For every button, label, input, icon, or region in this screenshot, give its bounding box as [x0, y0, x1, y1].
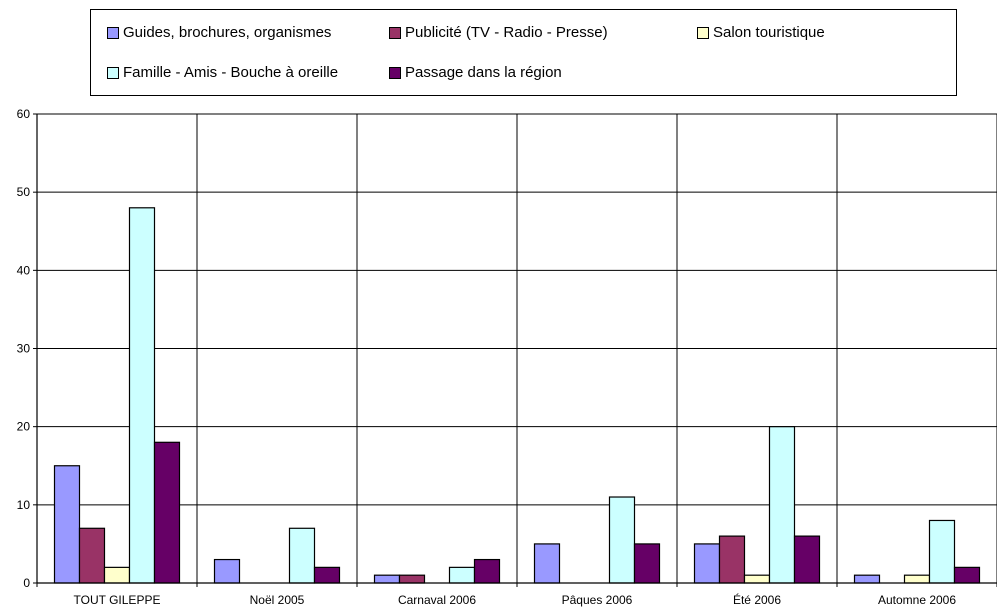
- bar-4-5: [953, 566, 981, 584]
- x-tick-label: Été 2006: [733, 592, 781, 607]
- y-tick-label: 0: [23, 576, 30, 590]
- legend-swatch-guides: [107, 26, 119, 39]
- bar-3-1: [288, 527, 316, 584]
- x-tick-label: Pâques 2006: [562, 593, 633, 607]
- legend-item-guides: Guides, brochures, organismes: [107, 24, 331, 41]
- legend-label-famille: Famille - Amis - Bouche à oreille: [123, 64, 339, 81]
- legend-swatch-famille: [107, 66, 119, 79]
- x-tick-label: Automne 2006: [878, 593, 956, 607]
- bar-4-4: [793, 535, 821, 584]
- bar-4-1: [313, 566, 341, 584]
- bar-3-0: [128, 207, 156, 584]
- legend-label-guides: Guides, brochures, organismes: [123, 24, 332, 41]
- y-tick-label: 60: [17, 107, 31, 121]
- bar-1-4: [718, 535, 746, 584]
- legend-swatch-salon: [697, 26, 709, 39]
- bar-4-0: [153, 441, 181, 584]
- bar-0-0: [53, 465, 81, 584]
- bar-0-2: [373, 574, 401, 584]
- bar-0-3: [533, 543, 561, 584]
- bar-1-0: [78, 527, 106, 584]
- bar-0-1: [213, 558, 241, 584]
- x-tick-label: Noël 2005: [250, 593, 305, 607]
- bar-3-2: [448, 566, 476, 584]
- y-tick-label: 50: [17, 185, 31, 199]
- legend-item-passage: Passage dans la région: [389, 64, 562, 81]
- legend-item-publicite: Publicité (TV - Radio - Presse): [389, 24, 608, 41]
- legend-swatch-publicite: [389, 26, 401, 39]
- y-tick-label: 40: [17, 263, 31, 277]
- bar-0-5: [853, 574, 881, 584]
- bar-3-5: [928, 519, 956, 584]
- bar-2-4: [743, 574, 771, 584]
- legend-swatch-passage: [389, 66, 401, 79]
- y-tick-label: 20: [17, 420, 31, 434]
- legend: Guides, brochures, organismes Publicité …: [90, 9, 957, 96]
- x-tick-label: Carnaval 2006: [398, 593, 476, 607]
- bar-3-4: [768, 426, 796, 584]
- y-tick-label: 30: [17, 342, 31, 356]
- legend-label-salon: Salon touristique: [713, 24, 825, 41]
- bar-2-0: [103, 566, 131, 584]
- legend-item-salon: Salon touristique: [697, 24, 825, 41]
- bar-4-2: [473, 558, 501, 584]
- bar-1-2: [398, 574, 426, 584]
- bar-3-3: [608, 496, 636, 584]
- bar-0-4: [693, 543, 721, 584]
- bar-2-5: [903, 574, 931, 584]
- legend-item-famille: Famille - Amis - Bouche à oreille: [107, 64, 338, 81]
- legend-label-publicite: Publicité (TV - Radio - Presse): [405, 24, 608, 41]
- legend-label-passage: Passage dans la région: [405, 64, 562, 81]
- bar-4-3: [633, 543, 661, 584]
- x-tick-label: TOUT GILEPPE: [74, 593, 161, 607]
- y-tick-label: 10: [17, 498, 31, 512]
